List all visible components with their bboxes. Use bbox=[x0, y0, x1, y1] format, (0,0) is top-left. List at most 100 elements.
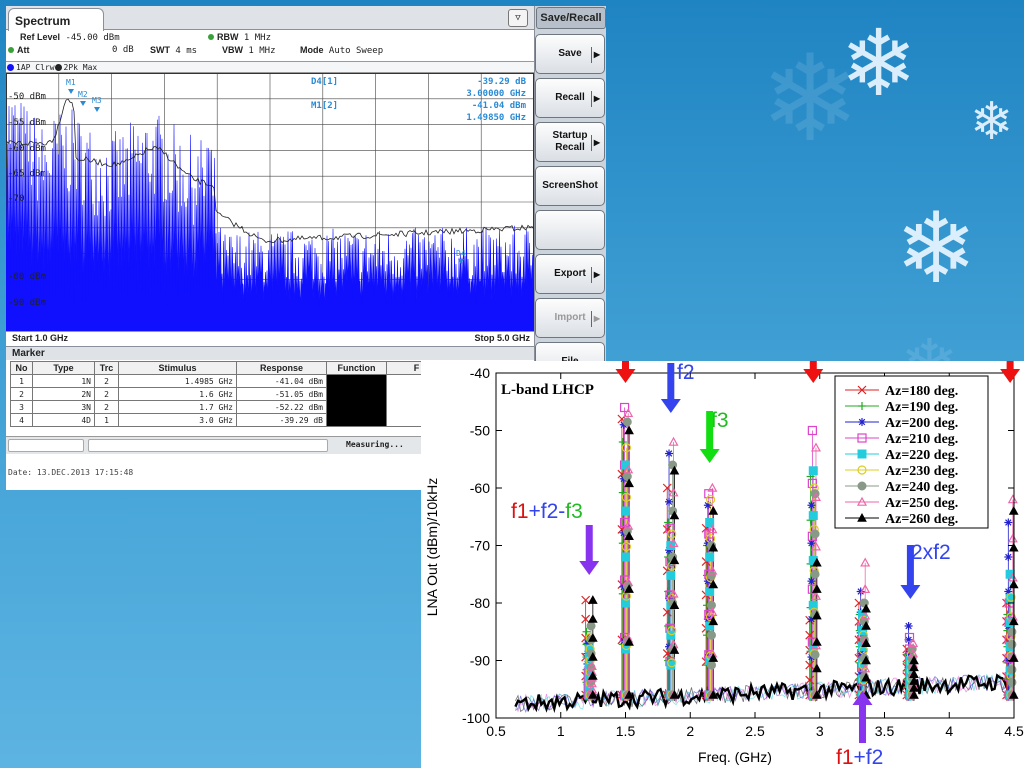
point-shape bbox=[807, 425, 817, 436]
progress-field bbox=[88, 439, 328, 452]
point-shape bbox=[622, 472, 632, 481]
cell-trc: 2 bbox=[94, 400, 119, 414]
cell-stimulus: 3.0 GHz bbox=[118, 413, 237, 427]
import-button: Import ▶ bbox=[535, 298, 605, 338]
point-shape bbox=[810, 569, 820, 579]
point-shape bbox=[856, 496, 868, 506]
data-point bbox=[665, 523, 675, 533]
ref-level-readout: Ref Level -45.00 dBm bbox=[20, 32, 120, 43]
cell-type: 3N bbox=[32, 400, 95, 414]
data-point bbox=[1004, 518, 1013, 527]
data-point bbox=[624, 637, 634, 646]
startup-recall-button[interactable]: Startup Recall ▶ bbox=[535, 122, 605, 162]
point-shape bbox=[808, 511, 818, 521]
data-point bbox=[1007, 533, 1018, 543]
data-point bbox=[705, 621, 715, 631]
annotation-arrow-head bbox=[900, 585, 921, 599]
data-point bbox=[587, 633, 598, 642]
cell-no: 1 bbox=[10, 374, 33, 388]
table-row[interactable]: 3 3N 2 1.7 GHz -52.22 dBm bbox=[10, 400, 447, 414]
data-point bbox=[858, 402, 866, 410]
point-shape bbox=[669, 689, 680, 699]
point-shape bbox=[706, 600, 716, 610]
annotation-arrow-head bbox=[615, 369, 636, 383]
point-stroke bbox=[805, 675, 815, 685]
point-shape bbox=[587, 689, 598, 699]
point-shape bbox=[810, 650, 820, 660]
data-point bbox=[669, 555, 680, 565]
point-shape bbox=[810, 491, 821, 501]
data-point bbox=[621, 598, 630, 608]
point-shape bbox=[621, 443, 631, 453]
export-button-label: Export bbox=[554, 268, 586, 279]
marker-readout: D4[1] -39.29 dB 3.00000 GHz M1[2] -41.04… bbox=[311, 77, 527, 123]
table-row[interactable]: 2 2N 2 1.6 GHz -51.05 dBm bbox=[10, 387, 447, 401]
point-shape bbox=[812, 584, 822, 593]
att-value: 0 dB bbox=[112, 45, 134, 55]
point-shape bbox=[860, 583, 871, 593]
cell-stimulus: 1.6 GHz bbox=[118, 387, 237, 401]
data-point bbox=[662, 483, 672, 493]
data-point bbox=[669, 645, 680, 654]
data-point bbox=[857, 465, 867, 475]
submenu-arrow-icon: ▶ bbox=[590, 135, 600, 151]
point-shape bbox=[810, 529, 820, 539]
point-shape bbox=[705, 518, 715, 527]
data-point bbox=[622, 472, 632, 481]
data-point bbox=[708, 542, 719, 552]
d4-value: -39.29 dB bbox=[477, 77, 526, 87]
point-shape bbox=[620, 402, 630, 413]
tab-bar: Spectrum ▽ bbox=[6, 6, 534, 31]
point-shape bbox=[860, 557, 871, 567]
legend-entry: Az=180 deg. bbox=[885, 384, 958, 399]
submenu-arrow-icon: ▶ bbox=[590, 267, 600, 283]
point-shape bbox=[812, 610, 822, 620]
export-button[interactable]: Export ▶ bbox=[535, 254, 605, 294]
display-config-icon[interactable]: ▽ bbox=[508, 9, 528, 27]
point-shape bbox=[704, 529, 714, 539]
annotation-arrow-shaft bbox=[667, 363, 675, 399]
data-point bbox=[812, 557, 822, 567]
data-point bbox=[810, 650, 820, 660]
screenshot-button-label: ScreenShot bbox=[542, 180, 598, 191]
recall-button[interactable]: Recall ▶ bbox=[535, 78, 605, 118]
data-point bbox=[667, 658, 677, 668]
screenshot-button[interactable]: ScreenShot bbox=[535, 166, 605, 206]
data-point bbox=[860, 557, 871, 567]
data-point bbox=[666, 570, 676, 580]
data-point bbox=[861, 603, 871, 613]
annotation-part: f3 bbox=[711, 409, 729, 432]
trace1-label: 1AP Clrw bbox=[16, 63, 55, 72]
data-point bbox=[708, 689, 719, 699]
point-shape bbox=[808, 466, 818, 476]
trace1-dot-icon bbox=[7, 63, 14, 71]
cell-response: -41.04 dBm bbox=[236, 374, 327, 388]
trace2-dot-icon bbox=[54, 63, 62, 71]
x-tick-label: 3 bbox=[816, 723, 824, 739]
data-point bbox=[857, 481, 867, 491]
data-point bbox=[857, 433, 867, 443]
tab-spectrum[interactable]: Spectrum bbox=[8, 8, 104, 31]
y-axis-label: LNA Out (dBm)/10kHz bbox=[424, 478, 440, 617]
data-point bbox=[623, 464, 634, 474]
data-point bbox=[1007, 627, 1017, 637]
table-row[interactable]: 4 4D 1 3.0 GHz -39.29 dB bbox=[10, 413, 447, 427]
data-point bbox=[856, 496, 868, 506]
data-point bbox=[807, 577, 816, 586]
m1-value: -41.04 dBm bbox=[472, 101, 527, 111]
point-shape bbox=[857, 449, 867, 459]
x-tick-label: 0.5 bbox=[486, 723, 506, 739]
annotation-arrow-head bbox=[803, 369, 824, 383]
point-shape bbox=[812, 689, 822, 699]
table-row[interactable]: 1 1N 2 1.4985 GHz -41.04 dBm bbox=[10, 374, 447, 427]
point-shape bbox=[666, 630, 676, 640]
save-button-label: Save bbox=[558, 48, 582, 59]
y-tick-label: -70 bbox=[8, 194, 24, 204]
point-shape bbox=[708, 579, 719, 589]
save-button[interactable]: Save ▶ bbox=[535, 34, 605, 74]
data-point bbox=[668, 537, 679, 547]
point-shape bbox=[706, 660, 716, 670]
annotation-part: 2xf2 bbox=[911, 541, 951, 564]
vbw-readout: VBW 1 MHz bbox=[222, 45, 276, 56]
annotation-arrow-shaft bbox=[906, 545, 914, 585]
